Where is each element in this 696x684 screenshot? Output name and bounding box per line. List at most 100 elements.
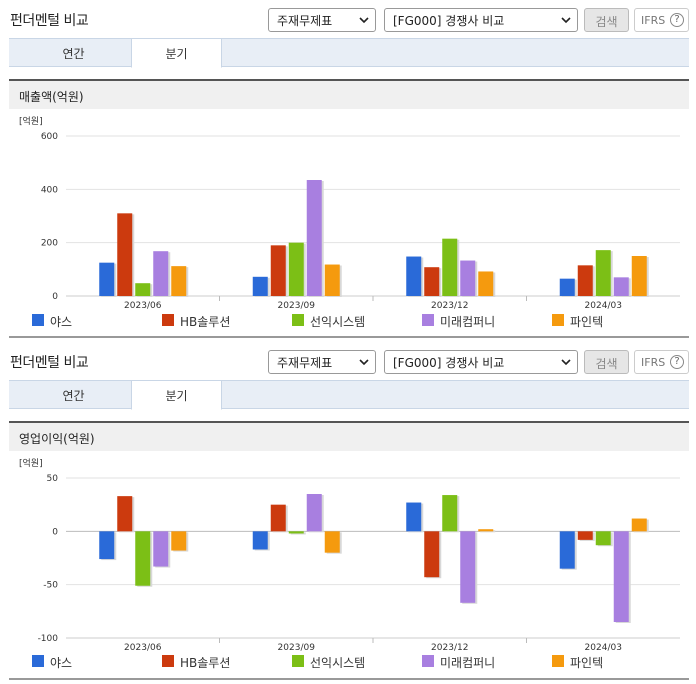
bar (153, 531, 169, 567)
chart-legend: 야스 HB솔루션 선익시스템 미래컴퍼니 파인텍 (32, 654, 672, 670)
panel-operating-profit: 펀더멘털 비교 주재무제표 [FG000] 경쟁사 비교 검색 IFRS ? 연… (0, 342, 696, 680)
bar (577, 265, 593, 296)
legend-swatch (32, 314, 44, 326)
bar (270, 245, 286, 296)
legend-label: 선익시스템 (310, 656, 366, 670)
legend-item: 야스 (32, 313, 72, 330)
legend-item: 선익시스템 (292, 654, 365, 671)
legend-label: 야스 (50, 656, 73, 670)
bar (577, 531, 593, 540)
bar (288, 242, 304, 296)
bar (424, 531, 440, 578)
panel-title: 펀더멘털 비교 (10, 13, 89, 29)
y-tick-label: 400 (41, 185, 58, 195)
tab-annual[interactable]: 연간 (62, 47, 85, 61)
y-tick-label: 0 (52, 292, 58, 302)
legend-item: 파인텍 (552, 654, 603, 671)
bar (478, 271, 494, 296)
legend-label: HB솔루션 (180, 656, 231, 670)
x-tick-label: 2024/03 (585, 301, 622, 310)
x-tick-label: 2024/03 (585, 643, 622, 652)
legend-label: 미래컴퍼니 (440, 656, 496, 670)
bar (406, 256, 422, 296)
statement-type-select[interactable]: 주재무제표 (268, 350, 376, 374)
legend-label: 야스 (50, 315, 73, 329)
bar (613, 531, 629, 622)
legend-swatch (162, 655, 174, 667)
panel-title: 펀더멘털 비교 (10, 355, 89, 371)
tab-annual[interactable]: 연간 (62, 389, 85, 403)
legend-item: 파인텍 (552, 313, 603, 330)
legend-item: 선익시스템 (292, 313, 365, 330)
chevron-down-icon (561, 359, 571, 366)
search-button[interactable]: 검색 (584, 350, 629, 374)
compare-value: [FG000] 경쟁사 비교 (393, 356, 505, 370)
ifrs-label: IFRS (641, 356, 666, 369)
help-icon: ? (670, 13, 684, 27)
bar (288, 531, 304, 534)
compare-select[interactable]: [FG000] 경쟁사 비교 (384, 350, 578, 374)
ifrs-label: IFRS (641, 14, 666, 27)
bar (117, 213, 133, 296)
bar (559, 531, 575, 569)
tab-quarterly[interactable]: 분기 (131, 38, 222, 68)
bar (595, 250, 611, 296)
compare-value: [FG000] 경쟁사 비교 (393, 14, 505, 28)
legend-item: 야스 (32, 654, 72, 671)
legend-label: HB솔루션 (180, 315, 231, 329)
bar (171, 531, 187, 551)
legend-swatch (162, 314, 174, 326)
legend-swatch (422, 655, 434, 667)
bar (424, 267, 440, 296)
legend-item: HB솔루션 (162, 313, 230, 330)
search-button[interactable]: 검색 (584, 8, 629, 32)
bar (324, 264, 340, 296)
x-tick-label: 2023/06 (124, 301, 162, 310)
y-tick-label: 50 (47, 474, 59, 484)
period-tabs: 연간 분기 (9, 38, 689, 68)
bar (460, 531, 476, 603)
bar (99, 531, 115, 560)
bar (324, 531, 340, 553)
bar (613, 277, 629, 296)
x-tick-label: 2023/09 (278, 643, 316, 652)
bar (478, 529, 494, 532)
y-tick-label: 200 (41, 239, 58, 249)
period-tabs: 연간 분기 (9, 380, 689, 410)
bar (135, 283, 151, 296)
legend-label: 파인텍 (570, 656, 604, 670)
help-icon: ? (670, 355, 684, 369)
bar (306, 180, 322, 296)
legend-swatch (292, 655, 304, 667)
bar (460, 260, 476, 296)
legend-swatch (292, 314, 304, 326)
y-tick-label: -50 (43, 581, 58, 591)
panel-sales: 펀더멘털 비교 주재무제표 [FG000] 경쟁사 비교 검색 IFRS ? 연… (0, 0, 696, 338)
legend-swatch (422, 314, 434, 326)
compare-select[interactable]: [FG000] 경쟁사 비교 (384, 8, 578, 32)
bar (171, 266, 187, 296)
bar (631, 256, 647, 296)
operating-profit-bar-chart: [억원] -100 -50 0 50 2023/06 2023/09 2023/12 2024/… (19, 457, 680, 652)
bar (270, 504, 286, 532)
x-tick-label: 2023/06 (124, 643, 162, 652)
bar (442, 495, 458, 532)
y-tick-label: 600 (41, 132, 58, 142)
legend-label: 파인텍 (570, 315, 604, 329)
tab-quarterly[interactable]: 분기 (131, 380, 222, 410)
divider (9, 336, 689, 338)
bar (631, 518, 647, 532)
bar (135, 531, 151, 586)
legend-label: 미래컴퍼니 (440, 315, 496, 329)
bar (442, 238, 458, 296)
ifrs-button[interactable]: IFRS ? (634, 8, 689, 32)
panel-header: 펀더멘털 비교 주재무제표 [FG000] 경쟁사 비교 검색 IFRS ? (0, 342, 696, 380)
legend-swatch (552, 655, 564, 667)
statement-type-select[interactable]: 주재무제표 (268, 8, 376, 32)
bar (252, 276, 268, 296)
bar (306, 494, 322, 532)
bar (153, 251, 169, 296)
ifrs-button[interactable]: IFRS ? (634, 350, 689, 374)
bar (406, 502, 422, 532)
x-tick-label: 2023/12 (431, 643, 468, 652)
